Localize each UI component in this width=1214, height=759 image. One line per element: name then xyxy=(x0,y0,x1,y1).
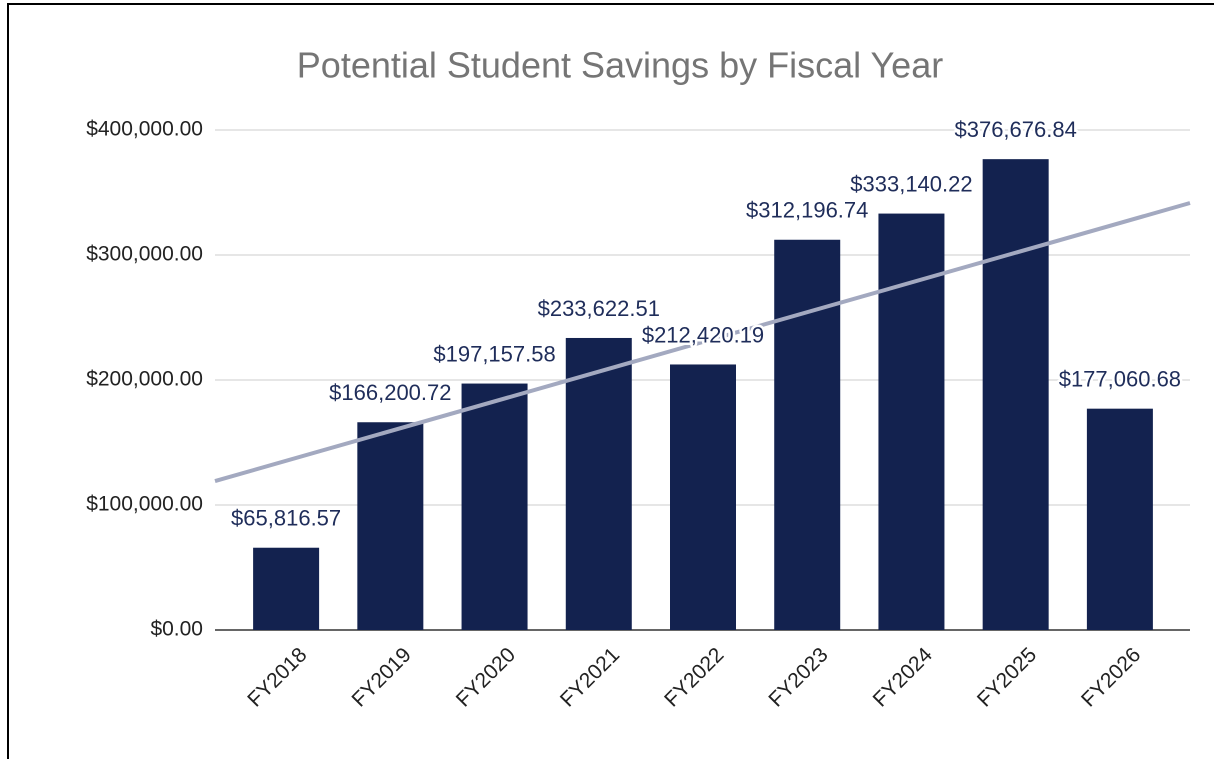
value-label: $333,140.22 xyxy=(850,171,972,196)
y-tick-label: $0.00 xyxy=(150,618,203,641)
value-label: $376,676.84 xyxy=(954,117,1076,142)
bar xyxy=(461,383,528,630)
y-tick-label: $200,000.00 xyxy=(86,368,203,391)
bar xyxy=(565,337,632,630)
value-label: $65,816.57 xyxy=(231,506,341,531)
value-label: $177,060.68 xyxy=(1059,366,1181,391)
trendline xyxy=(214,201,1191,484)
y-tick-label: $100,000.00 xyxy=(86,493,203,516)
value-label: $233,622.51 xyxy=(538,296,660,321)
bar xyxy=(982,159,1049,631)
bar xyxy=(253,547,320,630)
bar xyxy=(774,239,841,630)
chart-title: Potential Student Savings by Fiscal Year xyxy=(297,45,943,86)
bar xyxy=(670,364,736,630)
value-label: $166,200.72 xyxy=(329,380,451,405)
y-tick-label: $300,000.00 xyxy=(86,243,203,266)
bar xyxy=(357,422,424,630)
value-label: $212,420.19 xyxy=(642,322,764,347)
value-label: $312,196.74 xyxy=(746,198,868,223)
y-tick-label: $400,000.00 xyxy=(86,118,203,141)
bar xyxy=(1086,408,1153,630)
value-label: $197,157.58 xyxy=(433,341,555,366)
